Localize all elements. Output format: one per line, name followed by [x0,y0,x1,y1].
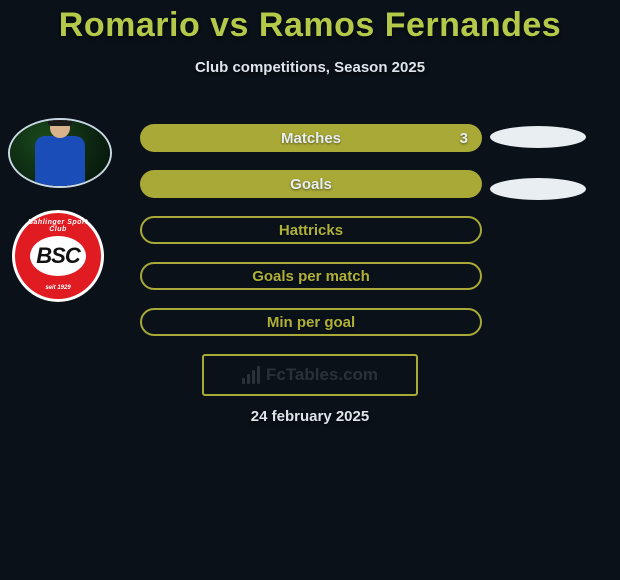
brand-text: FcTables.com [266,365,378,385]
stat-label: Hattricks [142,222,480,239]
club-badge-icon: Bahlinger Sport Club BSC seit 1929 [12,210,104,302]
brand-badge: FcTables.com [202,354,418,396]
player-silhouette-icon [35,136,85,186]
lozenge-icon [490,126,586,148]
stat-label: Matches [140,130,482,147]
player-avatar-romario [8,118,112,188]
stat-value-left: 3 [460,130,468,147]
stat-row-hattricks: Hattricks [140,216,482,244]
badge-top-text: Bahlinger Sport Club [18,219,98,233]
page-title: Romario vs Ramos Fernandes [0,0,620,45]
player-photo-icon [10,120,110,186]
stat-label: Goals per match [142,268,480,285]
badge-center-text: BSC [30,236,86,276]
avatar-column: Bahlinger Sport Club BSC seit 1929 [8,118,116,302]
stat-label: Min per goal [142,314,480,331]
stat-row-matches: Matches 3 [140,124,482,152]
page-subtitle: Club competitions, Season 2025 [0,59,620,76]
badge-bottom-text: seit 1929 [18,285,98,291]
stat-row-goals: Goals [140,170,482,198]
stat-label: Goals [140,176,482,193]
stat-row-min-per-goal: Min per goal [140,308,482,336]
lozenge-icon [490,178,586,200]
right-lozenge-column [490,126,586,230]
rising-bars-icon [242,366,260,384]
stats-bars: Matches 3 Goals Hattricks Goals per matc… [140,124,482,354]
footer-date: 24 february 2025 [0,408,620,425]
player-avatar-ramos-fernandes: Bahlinger Sport Club BSC seit 1929 [8,210,108,302]
stat-row-goals-per-match: Goals per match [140,262,482,290]
